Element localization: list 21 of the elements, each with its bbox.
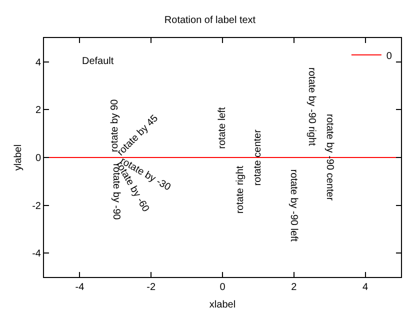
annotation: rotate by -90 center [324, 114, 336, 202]
annotation: Default [82, 56, 114, 67]
annotation: rotate right [235, 166, 246, 214]
y-tick-label: -2 [32, 200, 42, 212]
x-tick-label: -2 [146, 282, 156, 293]
legend-label: 0 [386, 50, 392, 62]
y-tick-label: -4 [32, 248, 42, 260]
y-tick-label: 2 [35, 105, 42, 116]
x-axis-title: xlabel [209, 300, 236, 310]
y-tick-label: 0 [35, 153, 42, 164]
y-axis-title: ylabel [13, 144, 24, 171]
annotation: rotate left [217, 106, 228, 149]
x-tick-label: -4 [75, 282, 85, 293]
annotation: rotate center [252, 128, 264, 186]
x-tick-label: 4 [362, 282, 369, 293]
x-tick-label: 0 [220, 282, 226, 293]
chart-title: Rotation of label text [164, 15, 256, 26]
annotation: rotate by -90 right [306, 67, 317, 146]
y-tick-label: 4 [35, 57, 42, 68]
annotation: rotate by -90 left [288, 169, 300, 242]
x-tick-label: 2 [291, 282, 298, 293]
